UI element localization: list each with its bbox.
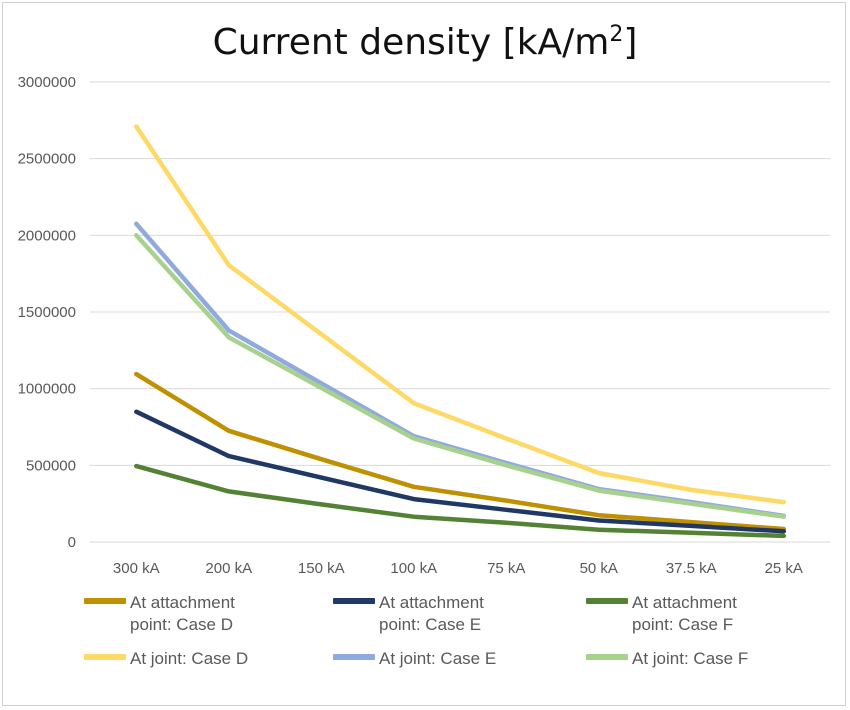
y-tick-label-2: 1000000 [18, 381, 76, 398]
series-line-1 [134, 409, 787, 534]
y-tick-label-3: 1500000 [18, 304, 76, 321]
x-tick-label-3: 100 kA [390, 560, 437, 577]
x-tick-label-5: 50 kA [580, 560, 618, 577]
y-tick-label-0: 0 [68, 534, 76, 551]
chart-title-text: Current density [kA/m [212, 22, 610, 63]
chart-title-end: ] [623, 22, 638, 63]
y-tick-label-6: 3000000 [18, 74, 76, 91]
x-tick-label-4: 75 kA [487, 560, 525, 577]
y-tick-label-4: 2000000 [18, 227, 76, 244]
series-line-3 [134, 124, 787, 505]
series-line-2 [134, 463, 787, 539]
series-line-0 [134, 371, 787, 532]
x-tick-label-6: 37.5 kA [666, 560, 717, 577]
x-tick-label-0: 300 kA [113, 560, 160, 577]
y-tick-label-1: 500000 [26, 457, 76, 474]
chart-title: Current density [kA/m2] [0, 22, 850, 63]
x-tick-label-2: 150 kA [298, 560, 345, 577]
x-tick-label-1: 200 kA [205, 560, 252, 577]
y-tick-label-5: 2500000 [18, 151, 76, 168]
series-line-5 [134, 233, 787, 519]
chart-title-superscript: 2 [609, 22, 624, 47]
x-tick-label-7: 25 kA [765, 560, 803, 577]
